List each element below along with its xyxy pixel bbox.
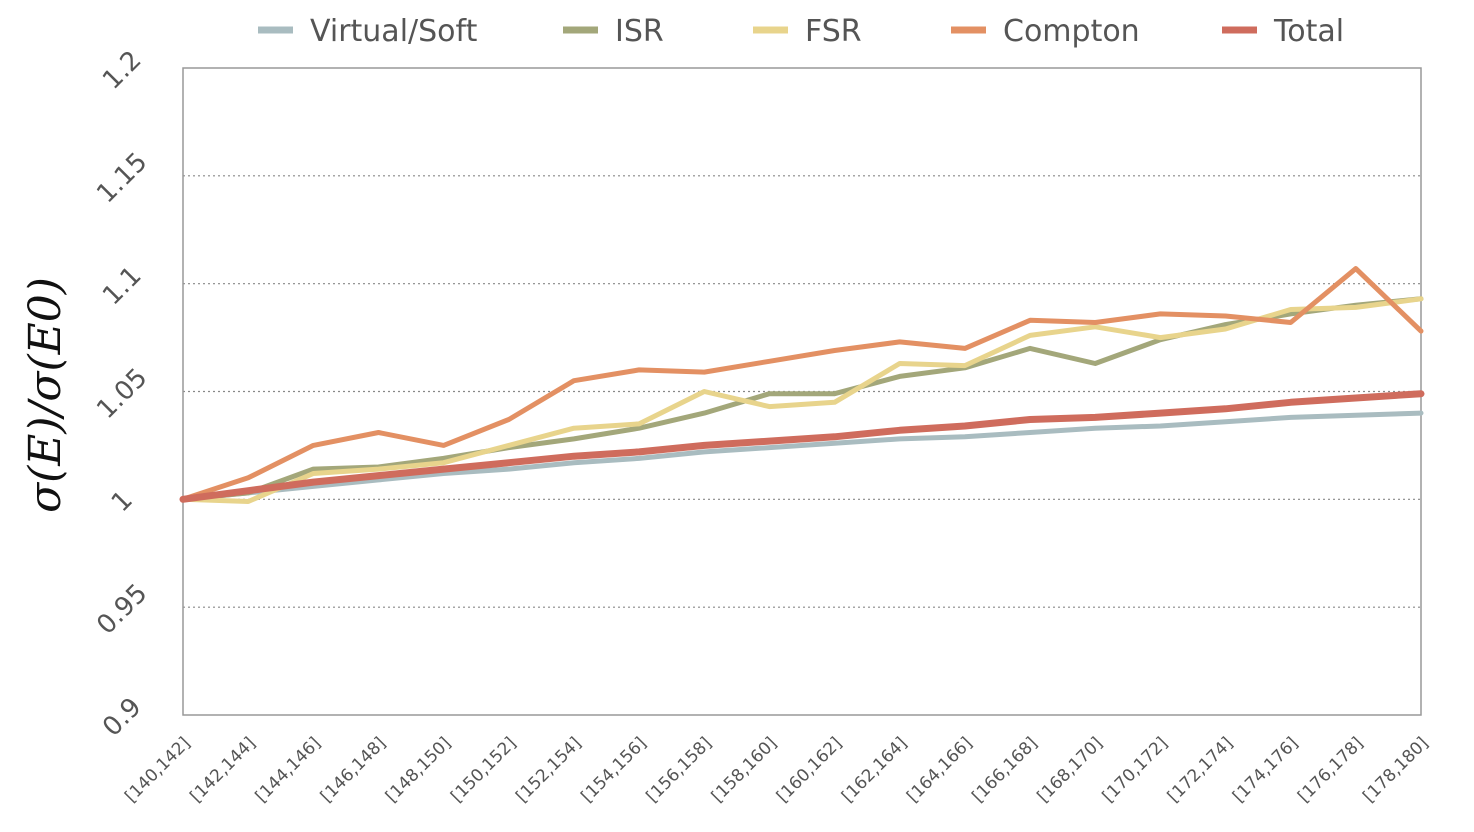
y-axis-ticks: 0.9 0.95 1 1.05 1.1 1.15 1.2 <box>91 45 153 742</box>
series-line-virtual-soft <box>180 410 1424 502</box>
x-tick-label: [164,166] <box>903 733 976 806</box>
x-tick-label: [170,172] <box>1099 733 1172 806</box>
legend-label: ISR <box>615 14 664 49</box>
y-tick-label: 1 <box>106 485 139 518</box>
series-line-fsr <box>180 296 1424 504</box>
x-tick-label: [162,164] <box>838 733 911 806</box>
legend-item: FSR <box>753 14 862 49</box>
x-tick-label: [144,146] <box>252 733 325 806</box>
y-tick-label: 0.9 <box>97 692 147 742</box>
x-tick-label: [176,178] <box>1294 733 1367 806</box>
x-tick-label: [156,158] <box>643 733 716 806</box>
x-tick-label: [150,152] <box>447 733 520 806</box>
x-tick-label: [178,180] <box>1359 733 1432 806</box>
y-axis-label: σ(E)/σ(E0) <box>20 277 71 513</box>
x-tick-label: [140,142] <box>121 733 194 806</box>
x-tick-label: [148,150] <box>382 733 455 806</box>
y-tick-label: 1.15 <box>91 147 153 209</box>
y-tick-label: 1.2 <box>97 45 147 95</box>
legend-label: FSR <box>805 14 862 49</box>
x-tick-label: [172,174] <box>1164 733 1237 806</box>
x-tick-label: [174,176] <box>1229 733 1302 806</box>
series-line-compton <box>180 266 1424 502</box>
x-tick-label: [160,162] <box>773 733 846 806</box>
legend: Virtual/Soft ISR FSR Compton Total <box>258 14 1344 49</box>
grid-lines <box>183 175 1421 608</box>
x-tick-label: [168,170] <box>1034 733 1107 806</box>
x-axis-ticks: [140,142][142,144][144,146][146,148][148… <box>121 733 1432 806</box>
legend-label: Compton <box>1003 14 1140 49</box>
x-tick-label: [152,154] <box>512 733 585 806</box>
series-lines <box>179 266 1425 504</box>
x-tick-label: [158,160] <box>708 733 781 806</box>
x-tick-label: [166,168] <box>968 733 1041 806</box>
y-tick-label: 1.05 <box>91 363 153 425</box>
legend-item: Total <box>1222 14 1344 49</box>
x-tick-label: [142,144] <box>186 733 259 806</box>
legend-label: Virtual/Soft <box>310 14 478 49</box>
series-line-total <box>179 390 1425 503</box>
x-tick-label: [154,156] <box>577 733 650 806</box>
y-tick-label: 0.95 <box>91 578 153 640</box>
legend-label: Total <box>1273 14 1344 49</box>
legend-item: Virtual/Soft <box>258 14 478 49</box>
legend-item: ISR <box>563 14 664 49</box>
legend-item: Compton <box>951 14 1140 49</box>
y-tick-label: 1.1 <box>97 261 147 311</box>
x-tick-label: [146,148] <box>317 733 390 806</box>
